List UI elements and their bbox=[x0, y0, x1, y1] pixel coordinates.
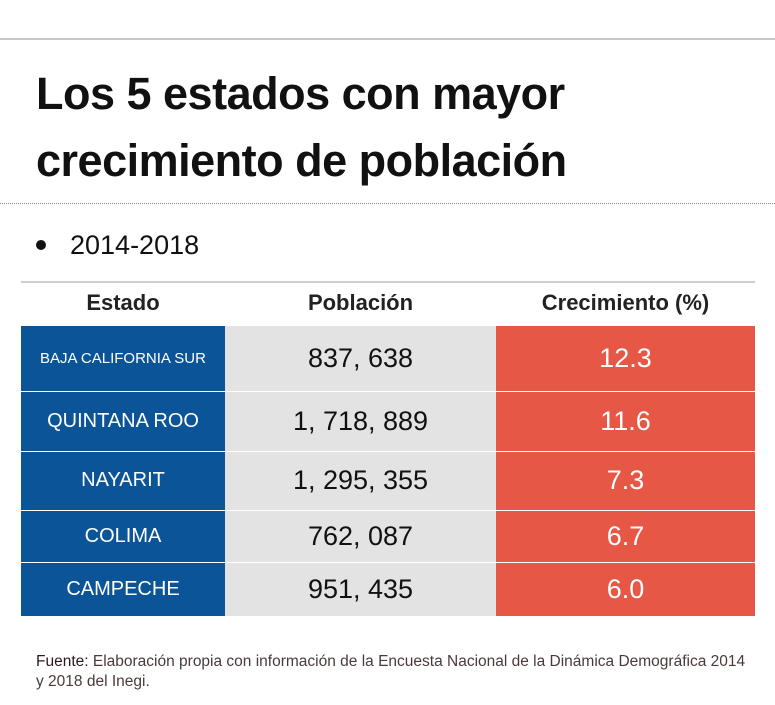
growth-cell: 7.3 bbox=[496, 451, 755, 511]
table-row: BAJA CALIFORNIA SUR 837, 638 12.3 bbox=[21, 326, 755, 392]
title-line-1: Los 5 estados con mayor bbox=[36, 68, 565, 119]
population-cell: 1, 295, 355 bbox=[225, 451, 496, 511]
subtitle: 2014-2018 bbox=[70, 230, 200, 260]
table-top-divider bbox=[21, 281, 755, 283]
source-note: Fuente: Elaboración propia con informaci… bbox=[36, 652, 756, 692]
dotted-divider bbox=[0, 203, 775, 204]
state-cell: CAMPECHE bbox=[21, 562, 225, 617]
header-estado: Estado bbox=[86, 290, 160, 315]
header-poblacion: Población bbox=[307, 290, 414, 315]
table-row: COLIMA 762, 087 6.7 bbox=[21, 510, 755, 563]
state-cell: NAYARIT bbox=[21, 451, 225, 511]
data-table: BAJA CALIFORNIA SUR 837, 638 12.3 QUINTANA … bbox=[21, 326, 755, 617]
source-text: Elaboración propia con información de la… bbox=[36, 653, 746, 690]
state-cell: COLIMA bbox=[21, 510, 225, 563]
title-line-2: crecimiento de población bbox=[36, 135, 567, 186]
population-cell: 951, 435 bbox=[225, 562, 496, 617]
population-cell: 762, 087 bbox=[225, 510, 496, 563]
table-row: QUINTANA ROO 1, 718, 889 11.6 bbox=[21, 391, 755, 452]
source-label: Fuente: bbox=[36, 653, 89, 670]
growth-cell: 12.3 bbox=[496, 326, 755, 392]
growth-cell: 6.0 bbox=[496, 562, 755, 617]
table-row: CAMPECHE 951, 435 6.0 bbox=[21, 562, 755, 617]
page-title: Los 5 estados con mayor crecimiento de p… bbox=[36, 60, 567, 194]
state-cell: BAJA CALIFORNIA SUR bbox=[21, 326, 225, 392]
state-cell: QUINTANA ROO bbox=[21, 391, 225, 452]
header-crecimiento: Crecimiento (%) bbox=[541, 290, 710, 315]
growth-cell: 6.7 bbox=[496, 510, 755, 563]
bullet-icon bbox=[36, 240, 46, 250]
population-cell: 1, 718, 889 bbox=[225, 391, 496, 452]
growth-cell: 11.6 bbox=[496, 391, 755, 452]
top-divider bbox=[0, 38, 775, 40]
table-row: NAYARIT 1, 295, 355 7.3 bbox=[21, 451, 755, 511]
population-cell: 837, 638 bbox=[225, 326, 496, 392]
